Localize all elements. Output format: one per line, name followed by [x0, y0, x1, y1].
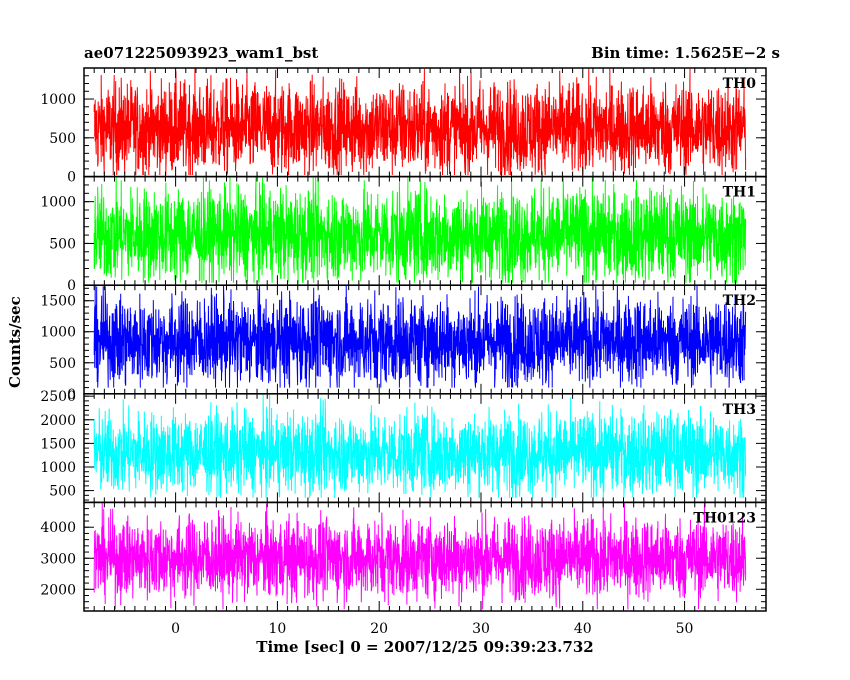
y-tick-label: 500 [49, 484, 76, 500]
y-tick-label: 1000 [40, 460, 76, 476]
y-tick-label: 3000 [40, 551, 76, 567]
y-tick-label: 1500 [40, 294, 76, 310]
panel-label-th0123: TH0123 [693, 510, 756, 526]
bin-time-label: Bin time: 1.5625E−2 s [591, 44, 780, 62]
y-tick-label: 4000 [40, 520, 76, 536]
y-tick-label: 0 [67, 387, 76, 403]
panel-label-th1: TH1 [723, 185, 756, 201]
x-tick-label: 10 [268, 621, 286, 637]
y-axis-label: Counts/sec [6, 296, 24, 388]
y-tick-label: 500 [49, 356, 76, 372]
series-th3 [93, 393, 747, 498]
y-tick-label: 500 [49, 236, 76, 252]
panel-label-th0: TH0 [723, 76, 757, 92]
y-tick-label: 0 [67, 170, 76, 186]
panel-label-th2: TH2 [723, 293, 756, 309]
chart-title: ae071225093923_wam1_bst [84, 44, 319, 62]
y-tick-label: 2000 [40, 413, 76, 429]
y-tick-label: 0 [67, 278, 76, 294]
y-tick-label: 1500 [40, 436, 76, 452]
series-th2 [93, 285, 747, 388]
x-axis-label: Time [sec] 0 = 2007/12/25 09:39:23.732 [256, 638, 594, 656]
x-tick-label: 20 [370, 621, 388, 637]
x-tick-label: 40 [574, 621, 592, 637]
panel-label-th3: TH3 [723, 402, 756, 418]
y-tick-label: 500 [49, 131, 76, 147]
y-tick-label: 2000 [40, 582, 76, 598]
series-th0123 [93, 502, 747, 610]
x-tick-label: 30 [472, 621, 490, 637]
y-tick-label: 1000 [40, 325, 76, 341]
x-tick-label: 0 [171, 621, 180, 637]
series-th1 [93, 176, 747, 283]
y-tick-label: 2500 [40, 389, 76, 405]
y-tick-label: 1000 [40, 92, 76, 108]
x-tick-label: 50 [676, 621, 694, 637]
y-tick-label: 1000 [40, 195, 76, 211]
panel-frame-th0123 [83, 501, 767, 612]
series-th0 [93, 68, 747, 176]
